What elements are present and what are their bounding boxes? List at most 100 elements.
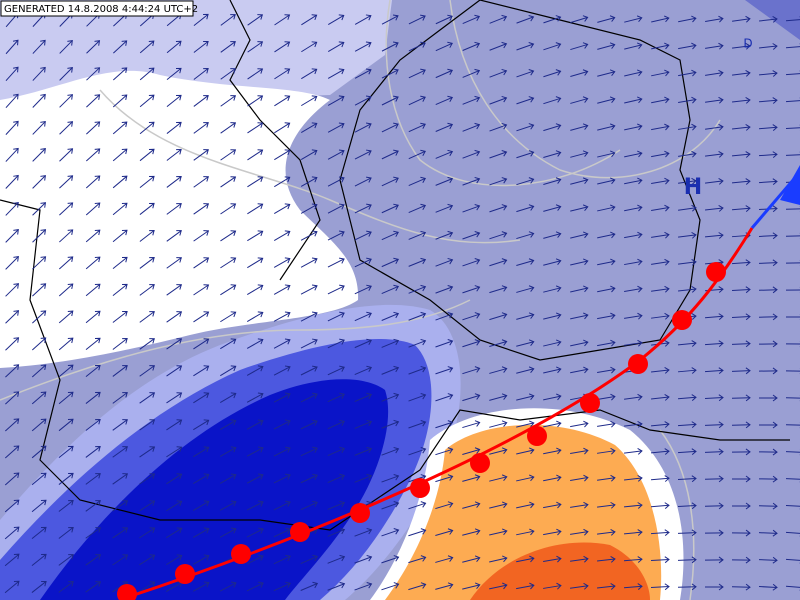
wind-arrow (246, 581, 264, 592)
border (229, 0, 321, 281)
wind-arrow (624, 42, 643, 50)
wind-arrow (31, 418, 47, 432)
wind-arrow (139, 527, 156, 539)
wind-arrow (462, 122, 481, 132)
wind-arrow (570, 177, 589, 185)
wind-arrow (273, 257, 291, 268)
semicircle (527, 426, 547, 446)
wind-arrow (785, 70, 800, 78)
wind-arrow (327, 473, 346, 483)
wind-arrow (597, 123, 616, 131)
wind-arrow (5, 66, 19, 82)
wind-arrow (381, 528, 400, 537)
wind-arrow (597, 204, 616, 212)
wind-arrow (85, 256, 101, 270)
wind-arrow (139, 554, 156, 566)
wind-arrow (166, 554, 183, 566)
wind-arrow (58, 499, 74, 512)
wind-arrow (785, 259, 800, 267)
wind-arrow (489, 231, 508, 240)
wind-arrow (246, 446, 264, 457)
wind-arrow (623, 529, 643, 536)
wind-arrow (5, 364, 20, 378)
isobar (449, 0, 721, 179)
wind-arrow (597, 15, 616, 23)
wind-arrow (408, 230, 427, 240)
wind-arrow (220, 41, 236, 53)
wind-arrow (139, 500, 156, 512)
wind-arrow (516, 420, 535, 428)
wind-arrow (139, 67, 155, 81)
wind-arrow (731, 367, 751, 375)
wind-arrow (246, 500, 264, 511)
wind-arrow (624, 475, 643, 482)
warm-front (124, 227, 754, 600)
wind-arrow (381, 257, 400, 268)
wind-arrow (193, 203, 210, 215)
wind-arrow (650, 421, 670, 428)
wind-arrow (758, 313, 778, 321)
wind-arrow (516, 69, 535, 78)
wind-arrow (193, 176, 209, 188)
wind-arrow (327, 95, 345, 106)
wind-arrow (408, 392, 427, 402)
wind-arrow (624, 123, 643, 131)
wind-arrow (758, 502, 778, 510)
front-semicircles (117, 262, 726, 600)
wind-arrow (516, 285, 535, 293)
wind-arrow (32, 283, 47, 297)
wind-arrow (435, 41, 453, 52)
wind-arrow (247, 176, 264, 188)
wind-arrow (381, 149, 399, 160)
wind-arrow (247, 230, 264, 242)
wind-arrow (220, 365, 237, 377)
wind-arrow (543, 204, 562, 212)
wind-arrow (570, 447, 589, 455)
wind-arrow (112, 94, 128, 108)
wind-arrow (408, 528, 427, 537)
wind-arrow (220, 68, 236, 80)
wind-arrow (113, 40, 128, 54)
wind-arrow (678, 177, 697, 185)
wind-arrow (381, 582, 400, 591)
wind-arrow (462, 582, 481, 590)
wind-arrow (677, 529, 697, 537)
wind-arrow (597, 69, 616, 77)
wind-arrow (193, 40, 209, 53)
wind-arrow (704, 367, 724, 375)
wind-arrow (785, 448, 800, 456)
wind-arrow (785, 151, 800, 159)
wind-arrow (785, 286, 800, 294)
wind-arrow (166, 392, 183, 404)
wind-arrow (785, 43, 800, 50)
wind-arrow (327, 203, 345, 214)
wind-arrow (462, 555, 481, 563)
wind-arrow (489, 312, 508, 321)
wind-arrow (354, 203, 372, 214)
wind-arrow (166, 500, 183, 512)
wind-arrow (139, 581, 156, 593)
wind-arrow (570, 339, 589, 347)
wind-arrow (758, 97, 778, 104)
wind-arrow (408, 284, 427, 294)
wind-arrow (732, 15, 751, 23)
wind-arrow (435, 95, 454, 106)
wind-arrow (354, 95, 372, 106)
semicircle (231, 544, 251, 564)
wind-arrow (462, 258, 481, 267)
wind-arrow (192, 500, 210, 511)
wind-arrow (301, 68, 318, 80)
wind-arrow (274, 122, 291, 134)
wind-arrow (5, 337, 20, 351)
wind-arrow (543, 123, 562, 132)
wind-arrow (300, 500, 318, 511)
wind-arrow (5, 174, 19, 189)
wind-arrow (570, 366, 589, 374)
wind-arrow (489, 339, 508, 347)
wind-arrow (193, 446, 210, 458)
wind-arrow (489, 41, 508, 51)
wind-arrow (704, 583, 724, 591)
wind-arrow (381, 338, 400, 348)
wind-arrow (732, 69, 751, 77)
wind-arrow (731, 421, 751, 429)
